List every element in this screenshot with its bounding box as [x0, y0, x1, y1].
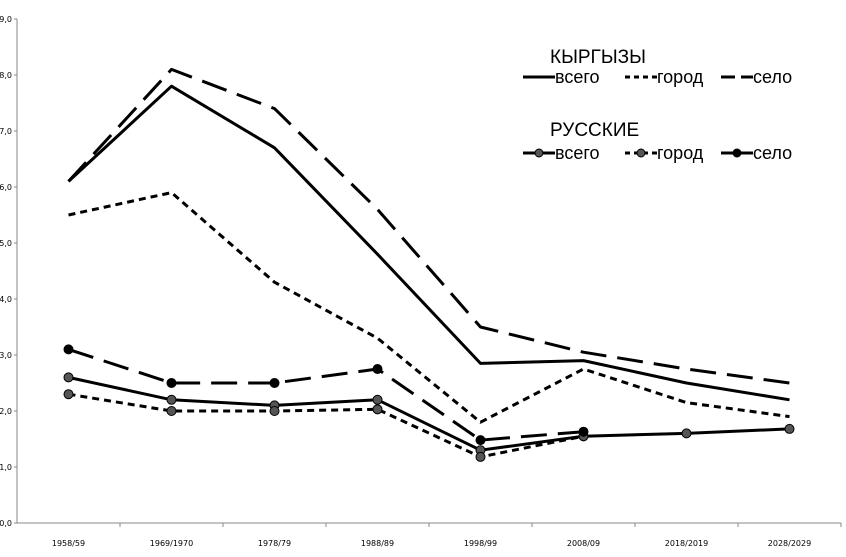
y-tick-label: 1,0 — [0, 463, 12, 472]
legend-marker — [534, 148, 544, 158]
data-point — [372, 364, 383, 374]
legend-label: село — [753, 67, 792, 87]
y-tick-label: 9,0 — [0, 15, 12, 24]
legend-marker — [732, 148, 742, 158]
x-tick-label: 1988/89 — [361, 539, 394, 548]
data-point — [166, 406, 177, 416]
x-tick-label: 1978/79 — [258, 539, 291, 548]
legend-marker — [636, 148, 646, 158]
data-point — [681, 428, 692, 439]
data-point — [63, 389, 74, 400]
series-2 — [67, 67, 790, 385]
data-point — [63, 344, 74, 355]
legend-label: всего — [555, 67, 600, 87]
x-tick-label: 1969/1970 — [150, 539, 193, 548]
data-point — [578, 426, 589, 437]
series-0 — [67, 84, 790, 402]
legend-label: всего — [555, 143, 600, 163]
series-line — [68, 191, 790, 424]
data-point — [166, 394, 177, 405]
x-tick-label: 1958/59 — [52, 539, 85, 548]
data-point — [475, 451, 486, 462]
y-tick-label: 0,0 — [0, 519, 12, 528]
legend-group-title: КЫРГЫЗЫ — [550, 47, 646, 68]
y-tick-label: 6,0 — [0, 183, 12, 192]
series-4 — [63, 389, 589, 462]
y-tick-label: 3,0 — [0, 351, 12, 360]
data-point — [269, 406, 280, 416]
data-point — [166, 378, 177, 388]
y-tick-label: 8,0 — [0, 71, 12, 80]
legend-label: город — [657, 67, 704, 87]
x-tick-label: 2018/2019 — [665, 539, 708, 548]
data-point — [784, 423, 795, 434]
series-1 — [68, 191, 790, 424]
series-line — [68, 347, 584, 442]
data-point — [475, 435, 486, 446]
series-line — [67, 67, 790, 385]
x-tick-label: 2008/09 — [567, 539, 600, 548]
y-tick-label: 4,0 — [0, 295, 12, 304]
data-point — [372, 404, 383, 415]
series-layer — [63, 67, 795, 462]
series-line — [68, 392, 584, 459]
series-5 — [63, 344, 589, 446]
axes: 0,0 1,0 2,0 3,0 4,0 5,0 6,0 7,0 8,0 9,0 1958/59 196… — [0, 15, 842, 548]
legend-label: село — [753, 143, 792, 163]
series-line — [67, 84, 790, 402]
y-tick-label: 7,0 — [0, 127, 12, 136]
x-tick-label: 2028/2029 — [768, 539, 811, 548]
x-tick-label: 1998/99 — [464, 539, 497, 548]
data-point — [63, 372, 74, 383]
data-point — [372, 394, 383, 405]
data-point — [269, 378, 280, 388]
legend-group-title: РУССКИЕ — [550, 120, 639, 141]
series-line — [68, 375, 790, 452]
legend-label: город — [657, 143, 704, 163]
y-tick-label: 5,0 — [0, 239, 12, 248]
y-tick-label: 2,0 — [0, 407, 12, 416]
